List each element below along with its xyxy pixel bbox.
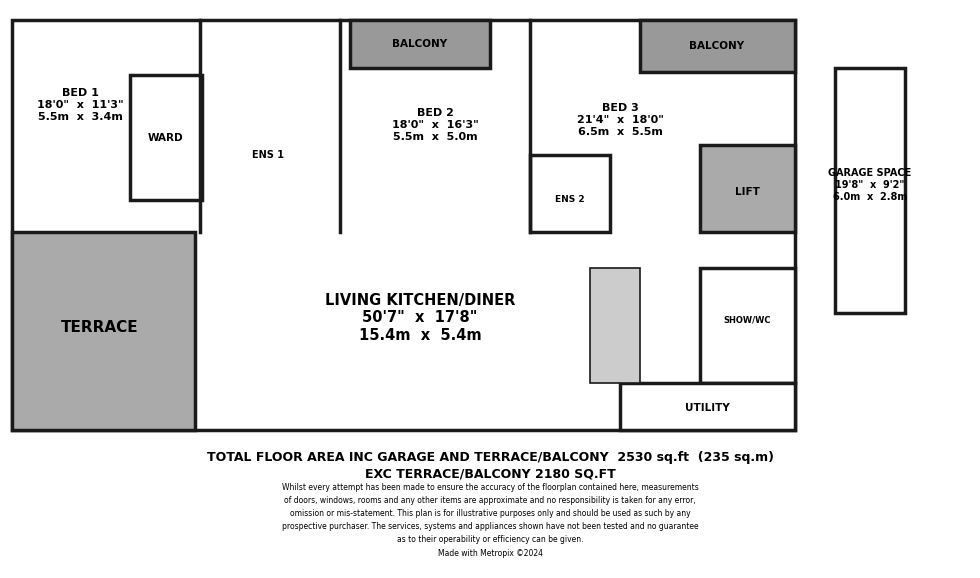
Bar [590, 268, 640, 383]
Bar [350, 20, 490, 68]
Bar [835, 68, 905, 313]
Text: WARD: WARD [147, 133, 183, 143]
Text: BALCONY: BALCONY [690, 41, 745, 51]
Text: BED 3
21'4"  x  18'0"
6.5m  x  5.5m: BED 3 21'4" x 18'0" 6.5m x 5.5m [576, 103, 663, 136]
Bar [640, 20, 795, 72]
Text: EXC TERRACE/BALCONY 2180 SQ.FT: EXC TERRACE/BALCONY 2180 SQ.FT [365, 468, 615, 480]
Bar [620, 383, 795, 430]
Text: ENS 1: ENS 1 [252, 150, 284, 160]
Text: TERRACE: TERRACE [61, 320, 139, 335]
Text: BED 1
18'0"  x  11'3"
5.5m  x  3.4m: BED 1 18'0" x 11'3" 5.5m x 3.4m [36, 88, 123, 121]
Text: BED 2
18'0"  x  16'3"
5.5m  x  5.0m: BED 2 18'0" x 16'3" 5.5m x 5.0m [392, 109, 478, 142]
Bar [130, 75, 202, 200]
Text: LIFT: LIFT [735, 187, 760, 197]
Bar [12, 232, 195, 430]
Text: TOTAL FLOOR AREA INC GARAGE AND TERRACE/BALCONY  2530 sq.ft  (235 sq.m): TOTAL FLOOR AREA INC GARAGE AND TERRACE/… [207, 451, 773, 465]
Text: Whilst every attempt has been made to ensure the accuracy of the floorplan conta: Whilst every attempt has been made to en… [281, 483, 699, 558]
Text: SHOW/WC: SHOW/WC [723, 316, 770, 324]
Text: GARAGE SPACE
19'8"  x  9'2"
6.0m  x  2.8m: GARAGE SPACE 19'8" x 9'2" 6.0m x 2.8m [828, 168, 911, 202]
Bar [12, 20, 795, 430]
Bar [530, 155, 610, 232]
Bar [700, 145, 795, 232]
Text: UTILITY: UTILITY [685, 403, 729, 413]
Bar [700, 268, 795, 383]
Text: BALCONY: BALCONY [392, 39, 448, 49]
Text: ENS 2: ENS 2 [556, 195, 585, 205]
Text: LIVING KITCHEN/DINER
50'7"  x  17'8"
15.4m  x  5.4m: LIVING KITCHEN/DINER 50'7" x 17'8" 15.4m… [324, 293, 515, 343]
